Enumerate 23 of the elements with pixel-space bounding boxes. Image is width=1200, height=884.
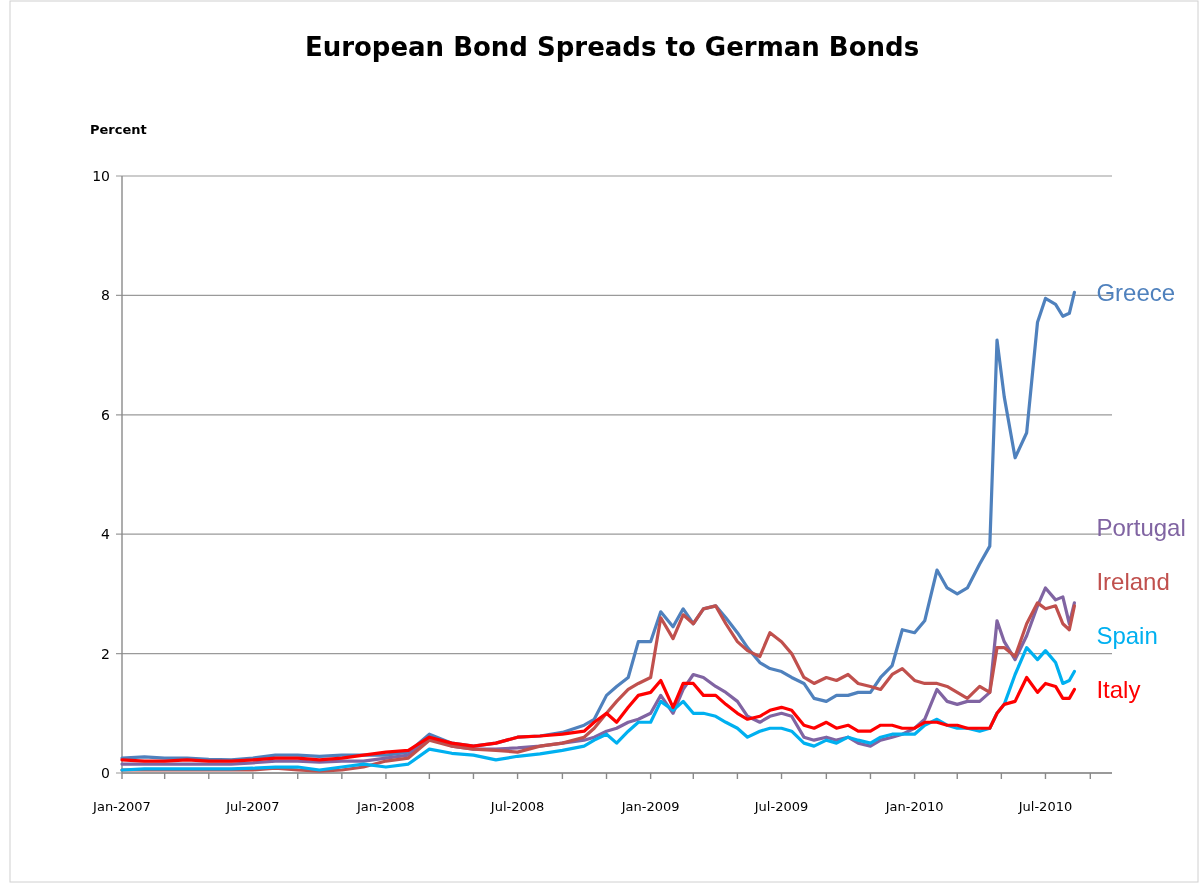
y-tick-label: 2 xyxy=(101,645,110,662)
y-tick-label: 6 xyxy=(101,406,111,423)
x-tick-label: Jan-2009 xyxy=(620,799,680,814)
series-label: Spain xyxy=(1096,622,1158,650)
x-tick-label: Jan-2007 xyxy=(92,799,151,814)
x-tick-label: Jan-2010 xyxy=(884,799,944,814)
line-series xyxy=(120,646,1076,772)
line-series xyxy=(120,675,1076,763)
text: Portugal xyxy=(1096,514,1186,542)
series-label: Ireland xyxy=(1096,568,1170,596)
x-tick-label: Jan-2008 xyxy=(356,799,415,814)
y-tick-label: 0 xyxy=(101,765,110,781)
y-tick-label: 8 xyxy=(101,287,110,304)
y-axis-title: Percent xyxy=(90,122,147,137)
x-tick-label: Jul-2010 xyxy=(1017,799,1073,814)
series-label: Italy xyxy=(1096,676,1141,704)
x-tick-label: Jul-2008 xyxy=(489,799,545,814)
y-tick-label: 10 xyxy=(92,168,110,184)
x-tick-label: Jul-2007 xyxy=(225,799,280,814)
series-label: Greece xyxy=(1096,279,1176,307)
x-tick-label: Jul-2009 xyxy=(753,799,809,814)
chart-title: European Bond Spreads to German Bonds xyxy=(304,32,920,62)
y-tick-label: 4 xyxy=(101,526,111,543)
